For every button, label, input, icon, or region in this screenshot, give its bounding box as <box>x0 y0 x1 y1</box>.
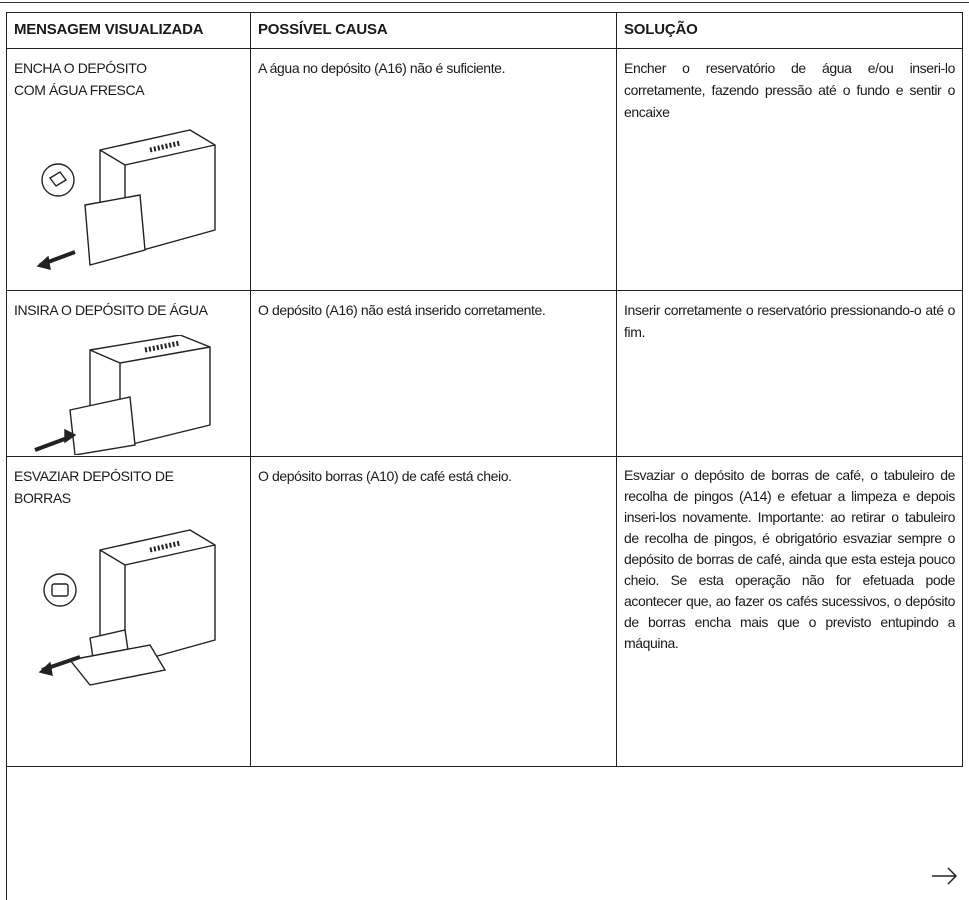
solution-cell: Encher o reservatório de água e/ou inser… <box>616 48 963 291</box>
rule <box>0 2 969 3</box>
solution-cell: Esvaziar o depósito de borras de café, o… <box>616 456 963 767</box>
cause-cell: O depósito borras (A10) de café está che… <box>250 456 617 767</box>
machine-illustration <box>38 529 216 686</box>
cause-cell: O depósito (A16) não está inserido corre… <box>250 290 617 457</box>
solution-cell: Inserir corretamente o reservatório pres… <box>616 290 963 457</box>
message: ENCHA O DEPÓSITO COM ÁGUA FRESCA <box>14 60 147 98</box>
machine-illustration <box>36 129 216 270</box>
header-cell: SOLUÇÃO <box>616 12 963 49</box>
machine-illustration <box>34 335 211 455</box>
rule <box>6 766 963 767</box>
rule <box>6 766 7 900</box>
header-cell: POSSÍVEL CAUSA <box>250 12 617 49</box>
header-cell: MENSAGEM VISUALIZADA <box>6 12 251 49</box>
next-arrow <box>932 867 958 885</box>
cause-cell: A água no depósito (A16) não é suficient… <box>250 48 617 291</box>
message: ESVAZIAR DEPÓSITO DE BORRAS <box>14 468 174 506</box>
